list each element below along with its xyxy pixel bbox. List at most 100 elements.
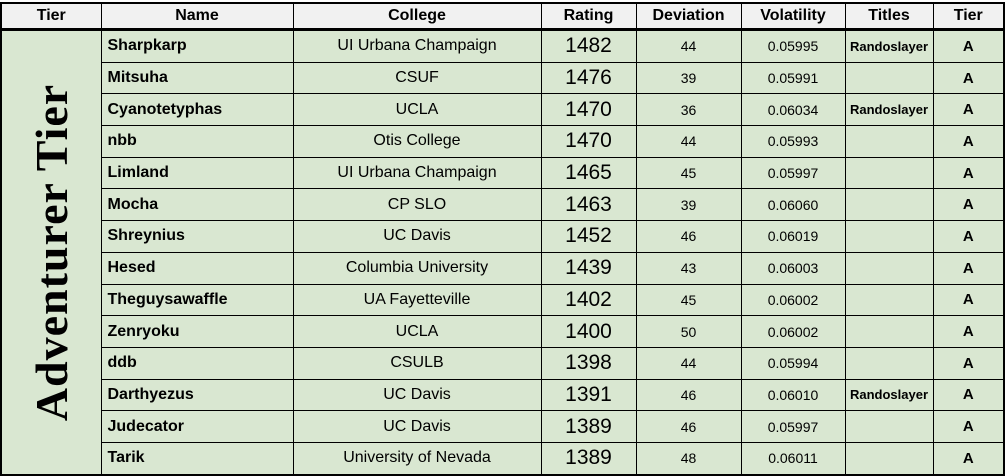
cell-deviation[interactable]: 45 — [635, 156, 742, 190]
header-college[interactable]: College — [292, 2, 542, 31]
cell-volatility[interactable]: 0.05997 — [740, 410, 846, 443]
cell-volatility[interactable]: 0.05997 — [740, 156, 846, 190]
cell-volatility[interactable]: 0.06003 — [740, 251, 846, 285]
cell-college[interactable]: CP SLO — [292, 188, 542, 222]
cell-college[interactable]: UCLA — [292, 93, 542, 127]
cell-college[interactable]: UC Davis — [292, 378, 542, 412]
cell-college[interactable]: UCLA — [292, 315, 542, 348]
header-name[interactable]: Name — [100, 2, 294, 31]
cell-titles[interactable]: Randoslayer — [844, 29, 934, 63]
cell-tier[interactable]: A — [932, 61, 1005, 95]
cell-volatility[interactable]: 0.05993 — [740, 125, 846, 158]
cell-rating[interactable]: 1476 — [540, 61, 637, 95]
cell-college[interactable]: Columbia University — [292, 251, 542, 285]
cell-rating[interactable]: 1482 — [540, 29, 637, 63]
cell-volatility[interactable]: 0.06060 — [740, 188, 846, 222]
cell-tier[interactable]: A — [932, 29, 1005, 63]
cell-deviation[interactable]: 46 — [635, 410, 742, 443]
cell-rating[interactable]: 1389 — [540, 410, 637, 443]
cell-titles[interactable] — [844, 156, 934, 190]
cell-rating[interactable]: 1391 — [540, 378, 637, 412]
cell-college[interactable]: CSULB — [292, 346, 542, 380]
cell-name[interactable]: Limland — [100, 156, 294, 190]
cell-volatility[interactable]: 0.06034 — [740, 93, 846, 127]
cell-deviation[interactable]: 36 — [635, 93, 742, 127]
tier-group-cell[interactable]: Adventurer Tier — [0, 28, 102, 476]
cell-tier[interactable]: A — [932, 410, 1005, 443]
cell-rating[interactable]: 1470 — [540, 125, 637, 158]
cell-rating[interactable]: 1465 — [540, 156, 637, 190]
cell-name[interactable]: nbb — [100, 125, 294, 158]
cell-tier[interactable]: A — [932, 346, 1005, 380]
cell-college[interactable]: UI Urbana Champaign — [292, 156, 542, 190]
cell-name[interactable]: Theguysawaffle — [100, 283, 294, 317]
header-volatility[interactable]: Volatility — [740, 2, 846, 31]
cell-name[interactable]: Mitsuha — [100, 61, 294, 95]
cell-name[interactable]: Tarik — [100, 441, 294, 476]
cell-name[interactable]: ddb — [100, 346, 294, 380]
cell-name[interactable]: Sharpkarp — [100, 29, 294, 63]
cell-titles[interactable] — [844, 61, 934, 95]
cell-name[interactable]: Hesed — [100, 251, 294, 285]
cell-titles[interactable] — [844, 315, 934, 348]
cell-volatility[interactable]: 0.06019 — [740, 220, 846, 253]
cell-tier[interactable]: A — [932, 125, 1005, 158]
cell-volatility[interactable]: 0.06002 — [740, 283, 846, 317]
header-deviation[interactable]: Deviation — [635, 2, 742, 31]
cell-volatility[interactable]: 0.06002 — [740, 315, 846, 348]
cell-college[interactable]: UA Fayetteville — [292, 283, 542, 317]
cell-deviation[interactable]: 46 — [635, 220, 742, 253]
cell-name[interactable]: Judecator — [100, 410, 294, 443]
cell-tier[interactable]: A — [932, 441, 1005, 476]
cell-rating[interactable]: 1398 — [540, 346, 637, 380]
cell-college[interactable]: University of Nevada — [292, 441, 542, 476]
cell-rating[interactable]: 1402 — [540, 283, 637, 317]
cell-tier[interactable]: A — [932, 220, 1005, 253]
cell-name[interactable]: Mocha — [100, 188, 294, 222]
header-titles[interactable]: Titles — [844, 2, 934, 31]
cell-titles[interactable] — [844, 410, 934, 443]
cell-deviation[interactable]: 44 — [635, 29, 742, 63]
cell-college[interactable]: UC Davis — [292, 220, 542, 253]
cell-tier[interactable]: A — [932, 283, 1005, 317]
cell-tier[interactable]: A — [932, 188, 1005, 222]
cell-deviation[interactable]: 46 — [635, 378, 742, 412]
cell-tier[interactable]: A — [932, 315, 1005, 348]
cell-titles[interactable] — [844, 220, 934, 253]
header-rating[interactable]: Rating — [540, 2, 637, 31]
cell-tier[interactable]: A — [932, 378, 1005, 412]
cell-deviation[interactable]: 39 — [635, 61, 742, 95]
cell-titles[interactable] — [844, 441, 934, 476]
cell-name[interactable]: Cyanotetyphas — [100, 93, 294, 127]
cell-titles[interactable] — [844, 188, 934, 222]
cell-tier[interactable]: A — [932, 93, 1005, 127]
cell-titles[interactable]: Randoslayer — [844, 93, 934, 127]
cell-deviation[interactable]: 44 — [635, 125, 742, 158]
cell-rating[interactable]: 1452 — [540, 220, 637, 253]
cell-titles[interactable] — [844, 346, 934, 380]
cell-tier[interactable]: A — [932, 251, 1005, 285]
cell-titles[interactable] — [844, 283, 934, 317]
cell-college[interactable]: Otis College — [292, 125, 542, 158]
cell-rating[interactable]: 1400 — [540, 315, 637, 348]
cell-name[interactable]: Darthyezus — [100, 378, 294, 412]
cell-college[interactable]: UI Urbana Champaign — [292, 29, 542, 63]
cell-rating[interactable]: 1389 — [540, 441, 637, 476]
cell-name[interactable]: Zenryoku — [100, 315, 294, 348]
cell-volatility[interactable]: 0.05994 — [740, 346, 846, 380]
cell-rating[interactable]: 1470 — [540, 93, 637, 127]
cell-rating[interactable]: 1463 — [540, 188, 637, 222]
cell-volatility[interactable]: 0.06011 — [740, 441, 846, 476]
cell-rating[interactable]: 1439 — [540, 251, 637, 285]
cell-deviation[interactable]: 45 — [635, 283, 742, 317]
header-tier[interactable]: Tier — [932, 2, 1005, 31]
cell-volatility[interactable]: 0.05995 — [740, 29, 846, 63]
header-tier-group[interactable]: Tier — [0, 2, 102, 31]
cell-titles[interactable] — [844, 251, 934, 285]
cell-tier[interactable]: A — [932, 156, 1005, 190]
cell-deviation[interactable]: 48 — [635, 441, 742, 476]
cell-titles[interactable]: Randoslayer — [844, 378, 934, 412]
cell-name[interactable]: Shreynius — [100, 220, 294, 253]
cell-volatility[interactable]: 0.06010 — [740, 378, 846, 412]
cell-titles[interactable] — [844, 125, 934, 158]
